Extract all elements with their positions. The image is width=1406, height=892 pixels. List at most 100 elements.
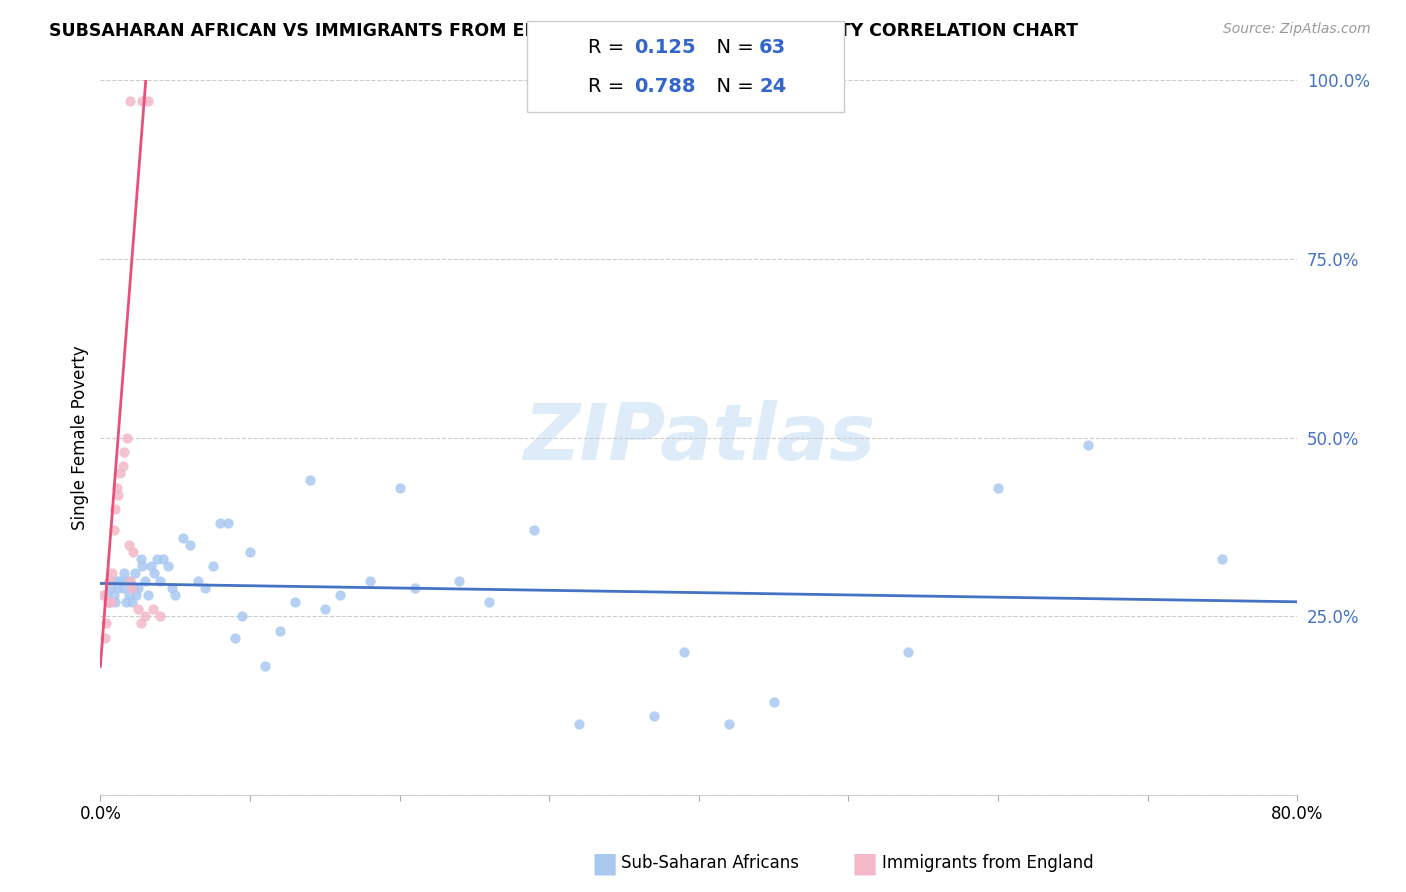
Point xyxy=(122,545,145,559)
Point xyxy=(404,581,426,595)
Point xyxy=(134,574,156,588)
Point xyxy=(146,552,169,566)
Point xyxy=(314,602,336,616)
Point xyxy=(1077,438,1099,452)
Point xyxy=(149,609,172,624)
Point xyxy=(201,559,224,574)
Point xyxy=(100,595,122,609)
Point xyxy=(231,609,253,624)
Point xyxy=(523,524,546,538)
Text: ■: ■ xyxy=(592,849,617,878)
Point xyxy=(359,574,381,588)
Point xyxy=(114,595,136,609)
Point xyxy=(100,581,122,595)
Point xyxy=(111,581,134,595)
Point xyxy=(93,588,115,602)
Point xyxy=(194,581,217,595)
Point xyxy=(104,595,127,609)
Text: 0.125: 0.125 xyxy=(634,38,696,57)
Point xyxy=(165,588,187,602)
Point xyxy=(131,559,153,574)
Point xyxy=(103,588,125,602)
Point xyxy=(98,595,121,609)
Point xyxy=(136,95,159,109)
Point xyxy=(117,574,139,588)
Point xyxy=(117,430,139,444)
Point xyxy=(98,574,121,588)
Point xyxy=(643,709,665,723)
Point xyxy=(120,95,142,109)
Text: R =: R = xyxy=(588,38,630,57)
Point xyxy=(127,581,149,595)
Point xyxy=(762,695,785,709)
Point xyxy=(284,595,307,609)
Point xyxy=(717,716,740,731)
Point xyxy=(131,95,153,109)
Text: Sub-Saharan Africans: Sub-Saharan Africans xyxy=(621,855,800,872)
Point xyxy=(120,574,142,588)
Text: 0.788: 0.788 xyxy=(634,77,696,96)
Point xyxy=(120,574,142,588)
Point xyxy=(112,566,135,581)
Point xyxy=(122,581,145,595)
Point xyxy=(897,645,920,659)
Point xyxy=(172,531,194,545)
Point xyxy=(136,588,159,602)
Point xyxy=(111,459,134,474)
Text: Immigrants from England: Immigrants from England xyxy=(882,855,1094,872)
Point xyxy=(96,616,118,631)
Point xyxy=(187,574,209,588)
Point xyxy=(388,481,411,495)
Point xyxy=(141,559,163,574)
Point xyxy=(208,516,231,531)
Point xyxy=(94,631,117,645)
Point xyxy=(124,566,146,581)
Point xyxy=(129,616,152,631)
Point xyxy=(121,595,143,609)
Point xyxy=(103,524,125,538)
Point xyxy=(127,602,149,616)
Point xyxy=(160,581,183,595)
Text: SUBSAHARAN AFRICAN VS IMMIGRANTS FROM ENGLAND SINGLE FEMALE POVERTY CORRELATION : SUBSAHARAN AFRICAN VS IMMIGRANTS FROM EN… xyxy=(49,22,1078,40)
Point xyxy=(112,445,135,459)
Point xyxy=(149,574,172,588)
Point xyxy=(449,574,471,588)
Point xyxy=(118,588,141,602)
Point xyxy=(134,609,156,624)
Y-axis label: Single Female Poverty: Single Female Poverty xyxy=(72,345,89,530)
Point xyxy=(143,566,166,581)
Point xyxy=(121,581,143,595)
Point xyxy=(253,659,276,673)
Text: 24: 24 xyxy=(759,77,786,96)
Text: N =: N = xyxy=(704,77,761,96)
Point xyxy=(101,574,124,588)
Point xyxy=(142,602,165,616)
Point xyxy=(107,581,129,595)
Point xyxy=(217,516,239,531)
Point xyxy=(96,588,118,602)
Point xyxy=(568,716,591,731)
Point xyxy=(129,552,152,566)
Text: N =: N = xyxy=(704,38,761,57)
Point xyxy=(179,538,201,552)
Point xyxy=(478,595,501,609)
Point xyxy=(156,559,179,574)
Point xyxy=(118,538,141,552)
Point xyxy=(101,566,124,581)
Point xyxy=(269,624,291,638)
Text: ■: ■ xyxy=(852,849,877,878)
Point xyxy=(672,645,695,659)
Point xyxy=(97,595,120,609)
Point xyxy=(298,474,321,488)
Text: 63: 63 xyxy=(759,38,786,57)
Point xyxy=(125,588,148,602)
Point xyxy=(224,631,246,645)
Point xyxy=(107,488,129,502)
Point xyxy=(1211,552,1233,566)
Point xyxy=(105,481,128,495)
Point xyxy=(108,574,131,588)
Text: ZIPatlas: ZIPatlas xyxy=(523,400,875,475)
Text: R =: R = xyxy=(588,77,630,96)
Point xyxy=(239,545,262,559)
Text: Source: ZipAtlas.com: Source: ZipAtlas.com xyxy=(1223,22,1371,37)
